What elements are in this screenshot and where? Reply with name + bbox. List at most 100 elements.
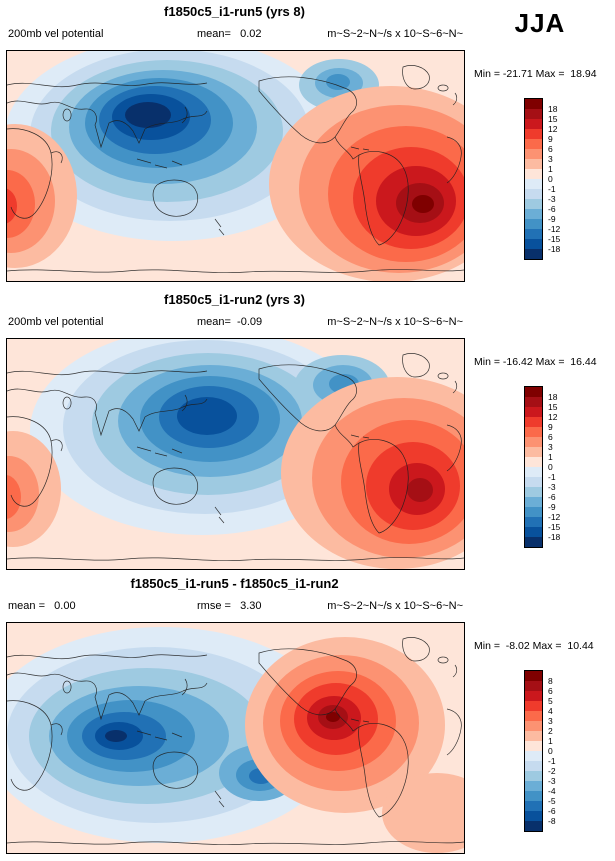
map-canvas-diff [6,622,465,854]
colorbar-swatch [525,741,542,751]
colorbar-swatch [525,487,542,497]
colorbar-tick: -3 [548,194,556,204]
colorbar-swatch [525,109,542,119]
colorbar-swatch [525,447,542,457]
colorbar-swatch [525,671,542,681]
colorbar-swatch [525,821,542,831]
colorbar-swatch [525,179,542,189]
colorbar-tick: -1 [548,184,556,194]
panel-run2: f1850c5_i1-run2 (yrs 3) 200mb vel potent… [0,288,615,576]
map-diff [7,623,464,853]
colorbar-tick: -2 [548,766,556,776]
contour-fill-group [7,623,464,853]
colorbar-swatch [525,507,542,517]
colorbar-swatch [525,159,542,169]
colorbar-tick: -18 [548,532,561,542]
colorbar-tick: -4 [548,786,556,796]
colorbar-swatch [525,791,542,801]
colorbar-tick: -1 [548,472,556,482]
colorbar-swatch [525,209,542,219]
panel-header-row: mean = 0.00 rmse = 3.30 m~S~2~N~/s x 10~… [6,600,463,614]
colorbar-tick: 12 [548,412,558,422]
colorbar-labels: 18 15 12 9 6 3 1 0 -1 -3 -6 -9 -12 -15 -… [548,392,560,542]
colorbar-swatch [525,681,542,691]
colorbar-tick: 9 [548,134,553,144]
colorbar-tick: 1 [548,164,553,174]
colorbar-tick: 18 [548,104,558,114]
panel-run5: f1850c5_i1-run5 (yrs 8) 200mb vel potent… [0,0,615,288]
colorbar: 18 15 12 9 6 3 1 0 -1 -3 -6 -9 -12 -15 -… [524,386,560,548]
colorbar-swatch [525,397,542,407]
rmse-label: rmse = 3.30 [197,600,262,612]
colorbar: 18 15 12 9 6 3 1 0 -1 -3 -6 -9 -12 -15 -… [524,98,560,260]
season-label: JJA [514,8,566,38]
units-label: m~S~2~N~/s x 10~S~6~N~ [327,316,463,328]
colorbar-swatch [525,457,542,467]
colorbar-swatch [525,781,542,791]
colorbar-swatch [525,149,542,159]
minmax-label: Min = -8.02 Max = 10.44 [474,640,594,652]
colorbar-tick: -15 [548,234,561,244]
colorbar-swatch [525,477,542,487]
units-label: m~S~2~N~/s x 10~S~6~N~ [327,600,463,612]
colorbar-swatch [525,761,542,771]
panel-diff: f1850c5_i1-run5 - f1850c5_i1-run2 mean =… [0,572,615,860]
colorbar-tick: -8 [548,816,556,826]
colorbar-swatch [525,711,542,721]
variable-label: 200mb vel potential [8,316,104,328]
colorbar-swatch [525,537,542,547]
colorbar-tick: -6 [548,204,556,214]
colorbar-swatch [525,527,542,537]
colorbar-swatch [525,249,542,259]
colorbar-labels: 18 15 12 9 6 3 1 0 -1 -3 -6 -9 -12 -15 -… [548,104,560,254]
mean-label: mean= 0.02 [197,28,262,40]
colorbar-tick: 0 [548,462,553,472]
colorbar-tick: 15 [548,114,558,124]
colorbar-tick: 3 [548,442,553,452]
colorbar-swatch [525,811,542,821]
colorbar-swatch [525,99,542,109]
colorbar-swatch [525,129,542,139]
colorbar-tick: -18 [548,244,561,254]
panel-title: f1850c5_i1-run5 (yrs 8) [164,4,305,19]
colorbar-swatch [525,771,542,781]
colorbar-swatch [525,437,542,447]
panel-header-row: 200mb vel potential mean= 0.02 m~S~2~N~/… [6,28,463,42]
colorbar-tick: -12 [548,224,561,234]
colorbar-tick: -6 [548,492,556,502]
colorbar-tick: 0 [548,746,553,756]
colorbar-swatches [524,386,543,548]
colorbar-swatch [525,721,542,731]
colorbar-swatch [525,467,542,477]
colorbar-tick: 9 [548,422,553,432]
colorbar-tick: 12 [548,124,558,134]
mean-label: mean = 0.00 [8,600,76,612]
colorbar-swatch [525,119,542,129]
mean-label: mean= -0.09 [197,316,263,328]
colorbar-swatch [525,189,542,199]
colorbar-swatch [525,199,542,209]
units-label: m~S~2~N~/s x 10~S~6~N~ [327,28,463,40]
colorbar-swatch [525,387,542,397]
panel-title: f1850c5_i1-run2 (yrs 3) [164,292,305,307]
colorbar-swatch [525,731,542,741]
colorbar-labels: 8 6 5 4 3 2 1 0 -1 -2 -3 -4 -5 -6 -8 [548,676,556,826]
colorbar-swatch [525,229,542,239]
colorbar-tick: -6 [548,806,556,816]
map-canvas-run2 [6,338,465,570]
colorbar-tick: 4 [548,706,553,716]
colorbar-swatch [525,139,542,149]
colorbar-tick: 6 [548,686,553,696]
colorbar-tick: 5 [548,696,553,706]
colorbar-tick: 2 [548,726,553,736]
colorbar-swatch [525,701,542,711]
map-run2 [7,339,464,569]
colorbar-swatch [525,219,542,229]
colorbar-swatch [525,801,542,811]
colorbar-tick: -3 [548,482,556,492]
map-run5 [7,51,464,281]
colorbar-tick: -9 [548,214,556,224]
colorbar-tick: 6 [548,432,553,442]
colorbar-swatch [525,517,542,527]
colorbar-tick: 1 [548,452,553,462]
